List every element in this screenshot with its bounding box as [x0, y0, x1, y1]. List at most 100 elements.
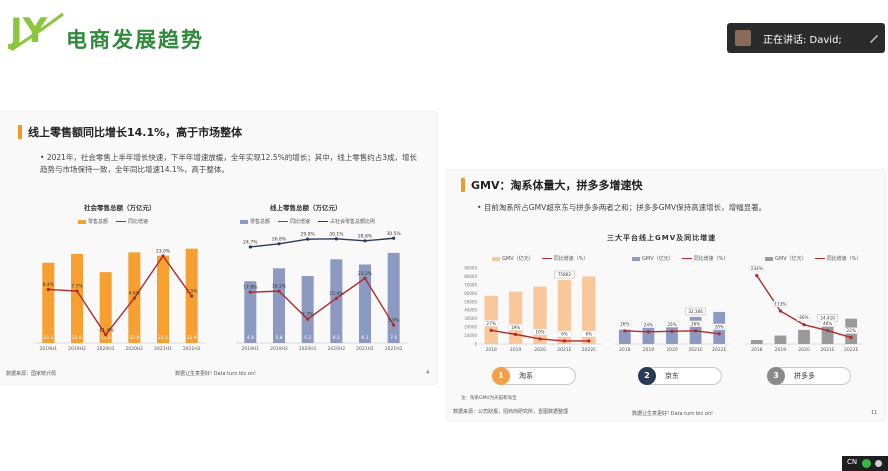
series-point [514, 332, 518, 336]
bar-value-label: 6.1 [361, 335, 368, 341]
y-tick-label: 0 [474, 342, 477, 347]
platform-number: 3 [767, 367, 785, 385]
bar [301, 276, 314, 343]
slide2-footer: 数据让生意更好! Data turn biz on! [632, 411, 713, 417]
point-label: -11.4% [98, 327, 115, 333]
speaker-avatar [735, 30, 751, 46]
platform-pill-jd[interactable]: 2 京东 [638, 367, 722, 385]
point-label-box [749, 265, 764, 272]
x-tick-label: 2020 [534, 347, 546, 353]
series-point [334, 237, 338, 241]
slide2-title: GMV：淘系体量大，拼多多增速快 [471, 179, 643, 192]
bar-callout: 24,410 [820, 315, 835, 320]
bar-value-label: 21.2 [158, 335, 168, 341]
point-label: 15.4% [329, 291, 344, 297]
legend-item: 同比增速 [278, 218, 310, 225]
point-label: 24.7% [243, 239, 258, 245]
y-tick-label: 80000 [464, 274, 477, 279]
platform-pill-taoxi[interactable]: 1 淘系 [492, 367, 576, 385]
slide1-title: 线上零售额同比增长14.1%，高于市场整体 [28, 126, 243, 139]
x-tick-label: 2018 [751, 347, 763, 353]
series-point [104, 333, 108, 337]
bar [272, 268, 286, 343]
point-label: 113% [774, 301, 786, 306]
slide2-note: 注：淘系GMV为天猫和淘宝 [461, 396, 517, 401]
tray-icon[interactable] [875, 460, 882, 467]
series-point [623, 329, 627, 333]
y-tick-label: 20000 [464, 325, 477, 330]
slide2-page: 11 [871, 410, 878, 416]
bar [42, 262, 55, 343]
point-label: 23.2% [358, 271, 373, 277]
bar-value-label: 21.6 [72, 335, 82, 341]
point-label-box [484, 320, 499, 327]
bar-value-label: 19.5 [43, 335, 53, 341]
left-legend: 零售总额 同比增速 [78, 218, 148, 225]
slide2-bullet: • 目前淘系所占GMV超京东与拼多多两者之和；拼多多GMV保持高速增长，增幅显著… [477, 203, 767, 212]
bar-callout-box [554, 270, 575, 279]
legend-item: 同比增速（%） [814, 255, 861, 262]
bar [666, 322, 678, 344]
point-label: 4.6% [129, 291, 141, 297]
x-tick-label: 2018 [485, 347, 497, 353]
point-label: 27% [487, 321, 496, 326]
bar [798, 329, 810, 344]
series-point [161, 254, 165, 258]
bar-value-label: 5.2 [304, 335, 311, 341]
series-point [306, 237, 310, 241]
series-point [694, 329, 698, 333]
point-label: 22% [847, 328, 856, 333]
bar [750, 340, 763, 344]
x-tick-label: 2021H2 [385, 346, 403, 352]
point-label: 7.7% [71, 284, 83, 290]
series-point [489, 328, 493, 332]
point-label-box [617, 320, 632, 327]
chart-jd-gmv: 2018 2019 2020 2021E 2022E 32,306 26% 24% 25% 26%… [613, 307, 731, 353]
bar [484, 295, 498, 344]
point-label-box [712, 323, 727, 331]
bar-value-label: 22.0 [129, 335, 139, 341]
x-tick-label: 2021H1 [356, 346, 374, 352]
bar [642, 327, 655, 344]
x-tick-label: 2020 [798, 347, 810, 353]
y-tick-label: 40000 [464, 308, 477, 313]
x-tick-label: 2020H1 [299, 346, 317, 352]
slide1-page: 4 [426, 370, 430, 376]
series-point [277, 289, 281, 293]
header-title: 电商发展趋势 [66, 28, 204, 52]
bar [99, 272, 112, 343]
point-label: 26% [691, 321, 700, 326]
slide2-bullet-text: 目前淘系所占GMV超京东与拼多多两者之和；拼多多GMV保持高速增长，增幅显著。 [483, 203, 767, 212]
point-label: 8.4% [43, 282, 55, 288]
x-tick-label: 2020 [666, 347, 678, 353]
bar [330, 259, 343, 343]
legend-item: GMV（亿元） [765, 255, 807, 262]
point-label-box [508, 324, 523, 331]
slide1-source: 数据来源：国家统计局 [6, 371, 57, 377]
speaker-text: 正在讲话: David; [763, 35, 842, 46]
legend-item: GMV（亿元） [632, 255, 674, 262]
wechat-icon[interactable] [862, 459, 871, 468]
point-label: 20% [715, 324, 724, 329]
point-label: 46% [823, 321, 832, 326]
slide-online-retail: 线上零售额同比增长14.1%，高于市场整体 • 2021年，社会零售上半年增长快… [0, 112, 436, 384]
series-point [717, 332, 721, 336]
point-label-box [664, 321, 680, 328]
y-tick-label: 70000 [464, 282, 477, 287]
point-label: 6% [561, 331, 568, 336]
series-point [849, 335, 853, 340]
point-label-box [796, 314, 812, 321]
point-label-box [581, 330, 596, 338]
y-tick-label: 30000 [464, 316, 477, 321]
legend-item: 零售总额 [78, 218, 108, 225]
pen-icon[interactable] [868, 32, 880, 44]
bar [774, 335, 787, 344]
point-label: 26% [620, 321, 629, 326]
x-tick-label: 2019H2 [270, 346, 288, 352]
platform-pill-pdd[interactable]: 3 拼多多 [767, 367, 851, 385]
point-label: 26.8% [272, 236, 287, 242]
point-label-box [773, 300, 788, 308]
right-chart-title: 线上零售总额（万亿元） [270, 204, 342, 212]
bar [821, 323, 834, 344]
ime-indicator[interactable]: CN [847, 458, 858, 466]
